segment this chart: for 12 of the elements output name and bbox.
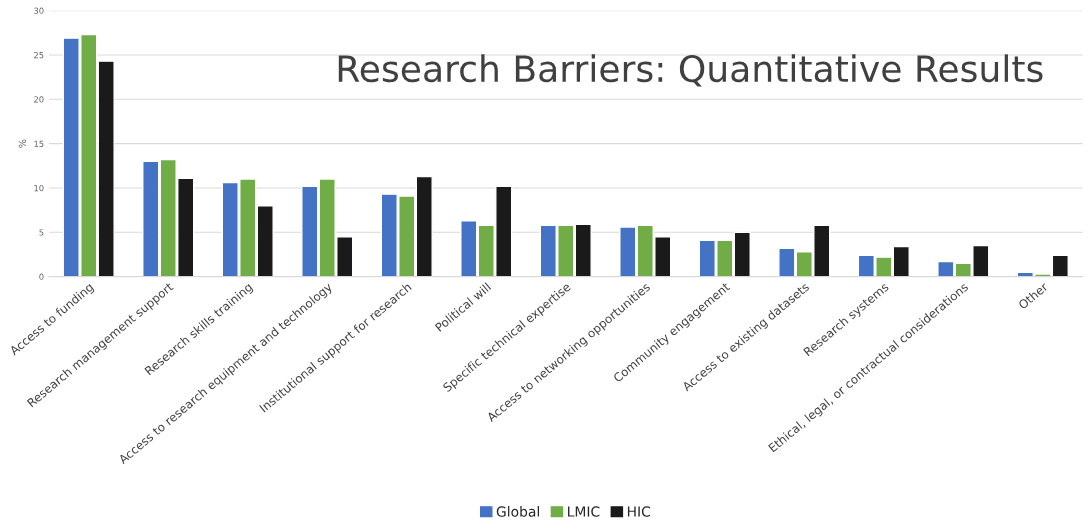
y-tick-label: 10 bbox=[34, 184, 44, 192]
y-axis-title: % bbox=[18, 139, 27, 148]
legend-label: LMIC bbox=[568, 506, 600, 517]
y-tick-label: 20 bbox=[34, 96, 44, 103]
legend-label: Global bbox=[496, 506, 539, 517]
y-tick-label: 30 bbox=[34, 7, 44, 14]
y-tick-label: 15 bbox=[34, 140, 44, 147]
legend-label: HIC bbox=[627, 506, 651, 517]
y-tick-label: 25 bbox=[34, 51, 44, 59]
text: Research Barriers: Quantitative Results bbox=[338, 54, 1043, 87]
y-tick-label: 5 bbox=[39, 229, 44, 236]
y-tick-label: 0 bbox=[39, 273, 44, 280]
